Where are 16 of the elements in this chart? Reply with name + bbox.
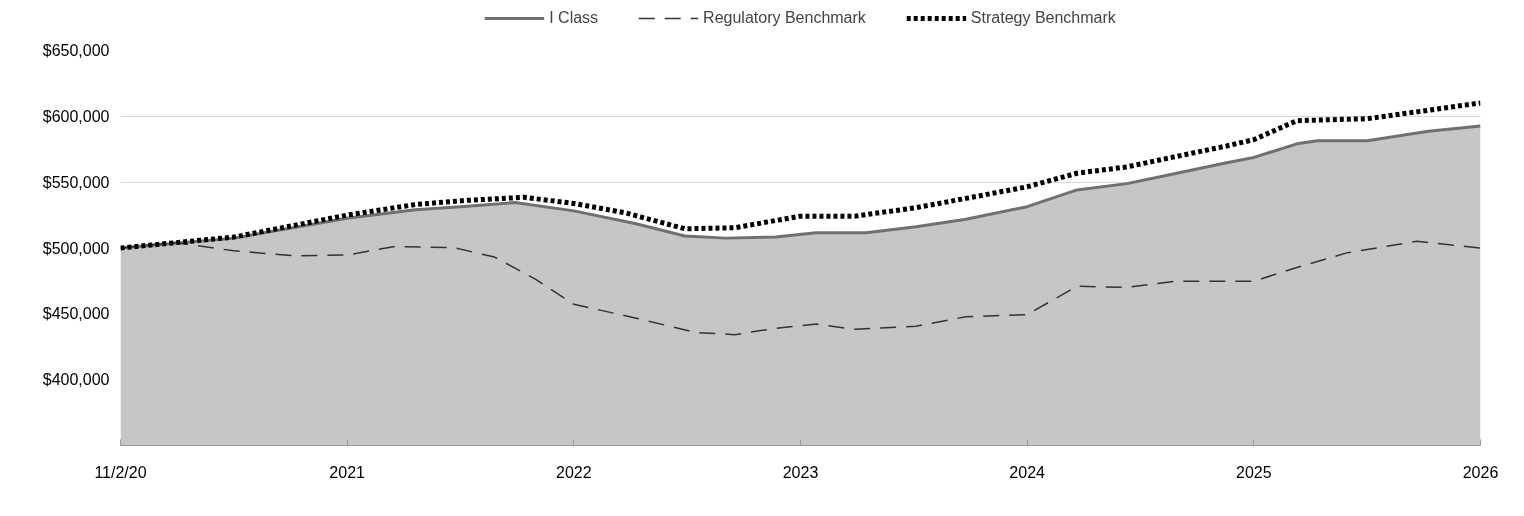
x-tick-label: 2026: [1462, 463, 1499, 481]
y-tick-label: $400,000: [42, 371, 110, 389]
x-tick-label: 2021: [329, 463, 366, 481]
x-tick-label: 2025: [1236, 463, 1272, 481]
x-tick-label: 2023: [782, 463, 819, 481]
x-tick-label: 11/2/20: [94, 463, 147, 481]
x-tick-label: 2024: [1009, 463, 1046, 481]
y-tick-label: $450,000: [42, 305, 110, 323]
y-tick-label: $500,000: [42, 239, 110, 257]
x-tick-label: 2022: [556, 463, 592, 481]
y-tick-label: $600,000: [42, 107, 110, 125]
legend-label: I Class: [549, 8, 599, 27]
y-tick-label: $550,000: [42, 173, 110, 191]
y-tick-label: $650,000: [42, 42, 110, 59]
legend-label: Strategy Benchmark: [970, 8, 1116, 27]
legend-label: Regulatory Benchmark: [703, 8, 866, 27]
